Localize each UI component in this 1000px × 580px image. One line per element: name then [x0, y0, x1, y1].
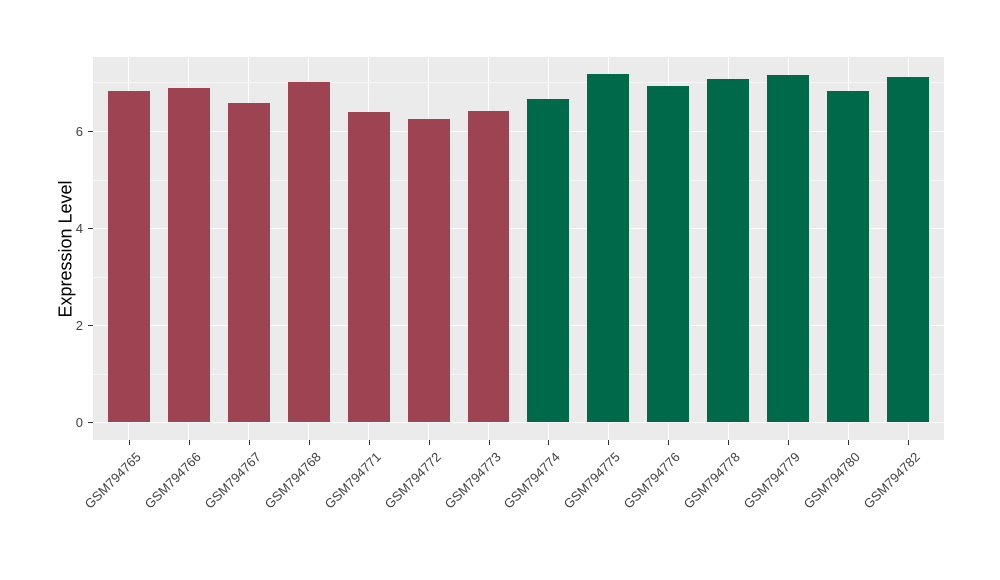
major-gridline	[93, 422, 944, 424]
x-tick-label: GSM794779	[740, 449, 804, 512]
y-tick-label: 6	[75, 123, 83, 139]
x-tick-mark	[428, 440, 430, 445]
major-gridline	[93, 325, 944, 327]
x-tick-label: GSM794782	[860, 449, 923, 512]
x-tick-label: GSM794768	[261, 449, 324, 512]
y-tick-label: 2	[75, 317, 83, 333]
bar-GSM794779	[767, 75, 810, 423]
x-tick-label: GSM794773	[441, 449, 504, 512]
x-tick-mark	[788, 440, 790, 445]
x-tick-label: GSM794776	[620, 449, 684, 512]
x-tick-label: GSM794767	[201, 449, 264, 512]
bar-GSM794768	[287, 81, 330, 423]
x-tick-mark	[848, 440, 850, 445]
minor-gridline	[93, 276, 944, 278]
x-tick-mark	[128, 440, 130, 445]
x-tick-mark	[368, 440, 370, 445]
major-gridline	[93, 131, 944, 133]
bar-GSM794774	[527, 98, 570, 423]
y-tick-label: 4	[75, 220, 83, 236]
x-tick-label: GSM794775	[561, 449, 624, 512]
x-tick-mark	[488, 440, 490, 445]
minor-gridline	[93, 373, 944, 375]
y-axis-title: Expression Level	[55, 180, 76, 318]
minor-gridline	[93, 82, 944, 84]
x-tick-label: GSM794778	[680, 449, 744, 512]
major-gridline	[93, 228, 944, 230]
bar-GSM794773	[467, 110, 510, 423]
y-tick-mark	[88, 228, 93, 230]
x-tick-label: GSM794780	[800, 449, 864, 512]
x-tick-mark	[548, 440, 550, 445]
x-tick-label: GSM794774	[501, 449, 564, 512]
x-tick-label: GSM794771	[321, 449, 384, 512]
bar-GSM794772	[407, 118, 450, 423]
x-tick-label: GSM794765	[81, 449, 144, 512]
bar-GSM794778	[707, 79, 750, 423]
y-tick-mark	[88, 325, 93, 327]
bar-GSM794765	[107, 91, 150, 423]
bar-GSM794776	[647, 85, 690, 423]
bar-GSM794767	[227, 102, 270, 423]
bar-GSM794782	[887, 76, 929, 423]
x-tick-mark	[608, 440, 610, 445]
x-tick-mark	[668, 440, 670, 445]
x-tick-mark	[188, 440, 190, 445]
x-tick-mark	[728, 440, 730, 445]
x-tick-mark	[908, 440, 910, 445]
plot-panel	[93, 57, 944, 440]
x-tick-label: GSM794766	[141, 449, 204, 512]
x-tick-mark	[308, 440, 310, 445]
bar-GSM794780	[827, 91, 870, 423]
bar-GSM794771	[347, 111, 390, 423]
bar-GSM794775	[587, 74, 630, 423]
bar-GSM794766	[167, 88, 210, 423]
x-tick-mark	[248, 440, 250, 445]
x-tick-label: GSM794772	[381, 449, 444, 512]
y-tick-label: 0	[75, 414, 83, 430]
y-tick-mark	[88, 131, 93, 133]
y-tick-mark	[88, 422, 93, 424]
minor-gridline	[93, 179, 944, 181]
